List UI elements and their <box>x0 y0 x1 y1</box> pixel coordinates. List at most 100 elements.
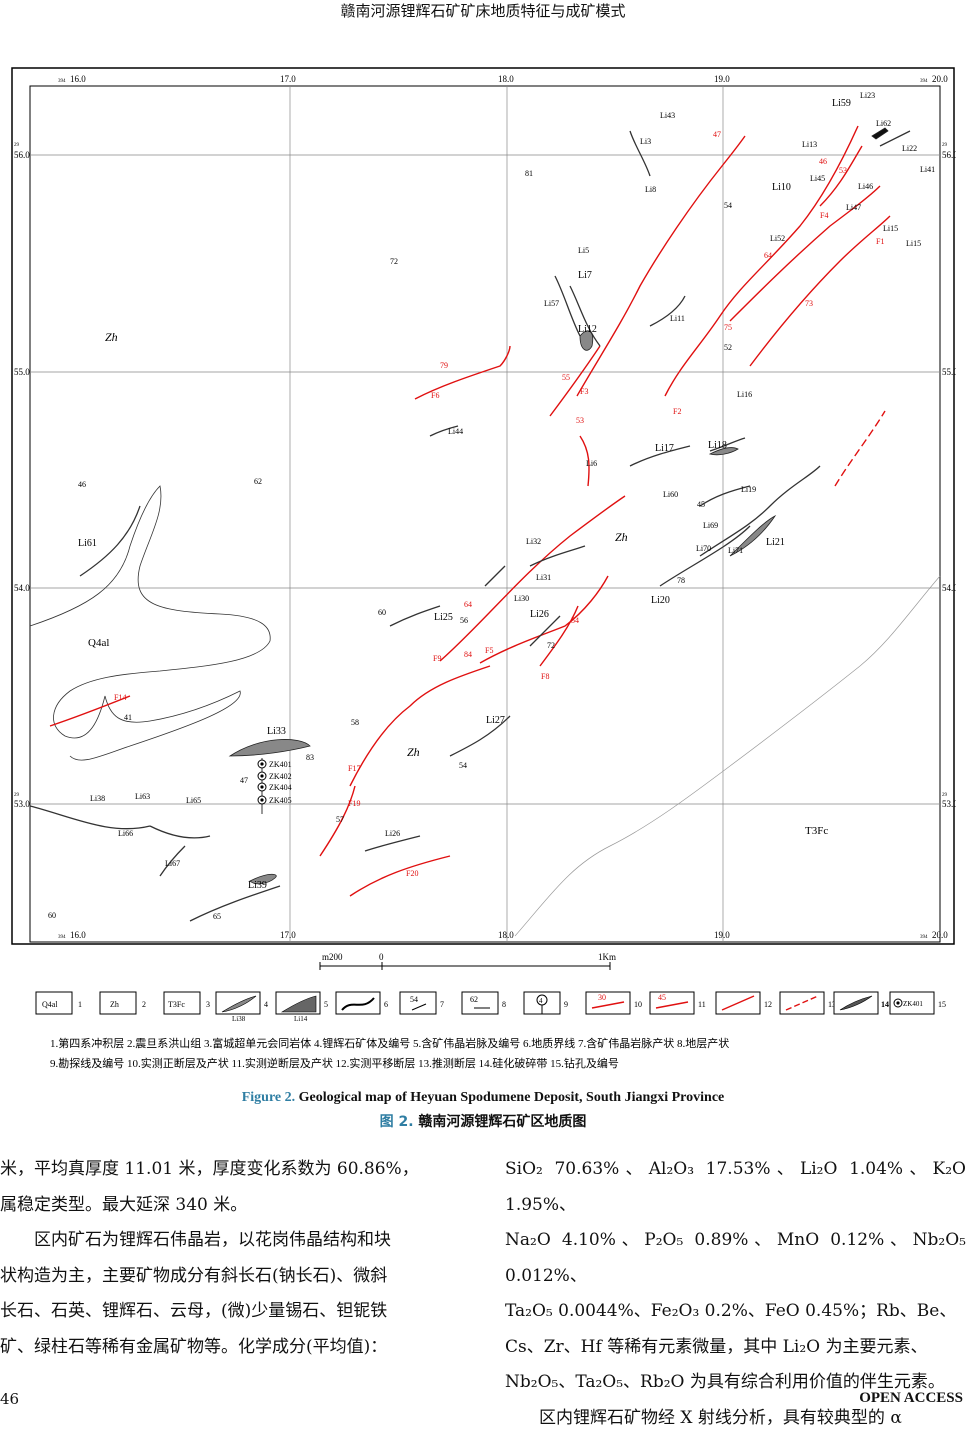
map-label: 11 <box>698 1000 706 1009</box>
map-label: 57 <box>336 815 344 824</box>
body-line: SiO₂ 70.63%、Al₂O₃ 17.53%、Li₂O 1.04%、K₂O … <box>505 1152 966 1223</box>
map-label: 0 <box>379 952 384 962</box>
map-label: 54 <box>724 201 732 210</box>
x-tick-top-2: 18.0 <box>498 74 514 84</box>
map-label: Li38 <box>232 1015 246 1023</box>
map-label: 54 <box>571 616 579 625</box>
body-line: 长石、石英、锂辉石、云母，(微)少量锡石、钽铌铁 <box>0 1294 462 1330</box>
map-label: 10 <box>634 1000 642 1009</box>
map-label: Li8 <box>645 185 656 194</box>
unit-zh-1: Zh <box>105 330 118 344</box>
map-label: Li46 <box>858 182 873 191</box>
map-label: Li5 <box>578 246 589 255</box>
legend-item-4: Li38 4 <box>216 992 268 1023</box>
map-frame <box>12 68 954 944</box>
x-prefix-bot: 394 <box>58 935 66 940</box>
map-label: Li63 <box>135 792 150 801</box>
map-label: Li59 <box>832 98 851 109</box>
map-label: 1Km <box>598 952 616 962</box>
map-label: 47 <box>240 776 248 785</box>
map-label: 56.0 <box>942 150 956 160</box>
map-label: Li31 <box>536 573 551 582</box>
map-label: Li52 <box>770 234 785 243</box>
map-label: Li11 <box>670 314 685 323</box>
map-label: 64 <box>464 600 472 609</box>
map-label: Li23 <box>860 91 875 100</box>
unit-zh-3: Zh <box>407 745 420 759</box>
map-label: 83 <box>306 753 314 762</box>
map-label: F1 <box>876 237 884 246</box>
figure-title-en: Geological map of Heyuan Spodumene Depos… <box>295 1090 724 1105</box>
map-label: Li30 <box>514 594 529 603</box>
x-tick-bot-2: 18.0 <box>498 930 514 940</box>
legend-item-13: 13 <box>780 992 836 1014</box>
map-label: Li12 <box>578 324 597 335</box>
map-label: 45 <box>658 993 666 1002</box>
map-label: F9 <box>433 654 441 663</box>
body-line: Na₂O 4.10%、P₂O₅ 0.89%、MnO 0.12%、Nb₂O₅ 0.… <box>505 1223 966 1294</box>
map-label: 45 <box>697 500 705 509</box>
x-prefix-top-r: 394 <box>920 79 928 84</box>
page-number: 46 <box>0 1390 19 1408</box>
drill-hole-zk404: ZK404 <box>269 783 292 792</box>
map-label: 46 <box>819 157 827 166</box>
figure-number-en: Figure 2. <box>242 1090 295 1105</box>
y-tick-2: 54.0 <box>14 583 30 593</box>
map-label: 2 <box>142 1000 146 1009</box>
map-label: F20 <box>406 869 418 878</box>
legend-item-14: 14 <box>834 992 889 1014</box>
legend-item-7: 547 <box>400 992 444 1014</box>
body-line: 属稳定类型。最大延深 340 米。 <box>0 1188 462 1224</box>
map-label: F3 <box>580 387 588 396</box>
map-label: F4 <box>820 211 828 220</box>
y-tick-1: 55.0 <box>14 367 30 377</box>
map-label: F6 <box>431 391 439 400</box>
map-label: Zh <box>110 1000 119 1009</box>
x-tick-bot-0: 16.0 <box>70 930 86 940</box>
map-label: Li38 <box>90 794 105 803</box>
unit-q4al: Q4al <box>88 637 109 649</box>
x-tick-bot-1: 17.0 <box>280 930 296 940</box>
map-label: ZK401 <box>903 1000 923 1008</box>
map-label: 54 <box>459 761 467 770</box>
map-label: Li15 <box>906 239 921 248</box>
y-tick-0: 56.0 <box>14 150 30 160</box>
map-label: F19 <box>348 799 360 808</box>
map-label: 58 <box>351 718 359 727</box>
map-label: 79 <box>440 361 448 370</box>
map-label: Li32 <box>526 537 541 546</box>
legend-item-11: 45 11 <box>650 992 706 1014</box>
map-label: Li44 <box>448 427 463 436</box>
legend-description-2: 9.勘探线及编号 10.实测正断层及产状 11.实测逆断层及产状 12.实测平移… <box>50 1056 619 1070</box>
map-label: Li22 <box>902 144 917 153</box>
map-label: 84 <box>464 650 472 659</box>
x-tick-top-4: 20.0 <box>932 74 948 84</box>
map-label: Li6 <box>586 459 597 468</box>
geological-map: 394 16.0 17.0 18.0 19.0 394 20.0 394 16.… <box>10 66 956 1076</box>
legend-item-2: Zh 2 <box>100 992 146 1014</box>
map-label: 14 <box>881 1000 889 1009</box>
map-label: T3Fc <box>168 1000 185 1009</box>
map-label: Li3 <box>640 137 651 146</box>
body-line: 状构造为主，主要矿物成分有斜长石(钠长石)、微斜 <box>0 1259 462 1295</box>
map-label: Li60 <box>663 490 678 499</box>
map-label: F17 <box>348 764 360 773</box>
map-label: Li18 <box>708 440 727 451</box>
map-label: 4 <box>264 1000 268 1009</box>
x-tick-top-0: 16.0 <box>70 74 86 84</box>
map-label: 62 <box>470 995 478 1004</box>
map-label: Li62 <box>876 119 891 128</box>
map-label: 8 <box>502 1000 506 1009</box>
map-label: Li69 <box>703 521 718 530</box>
drill-hole-zk402: ZK402 <box>269 772 292 781</box>
map-label: Li66 <box>118 829 133 838</box>
map-label: Li27 <box>486 715 505 726</box>
map-label: 62 <box>254 477 262 486</box>
map-label: 47 <box>713 130 721 139</box>
map-label: 29 <box>14 143 20 148</box>
map-label: Li33 <box>267 726 286 737</box>
